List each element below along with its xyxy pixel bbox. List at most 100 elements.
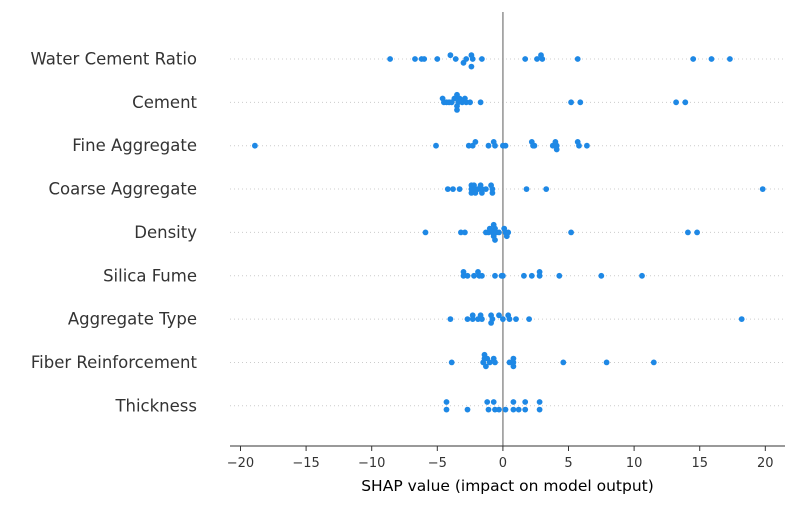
data-point	[492, 142, 498, 149]
data-point	[492, 237, 498, 243]
data-point	[639, 272, 645, 279]
data-point	[534, 56, 540, 62]
data-point	[708, 56, 715, 62]
x-tick-label: 20	[757, 456, 774, 471]
feature-label: Water Cement Ratio	[31, 50, 197, 69]
x-tick-label: −20	[227, 456, 254, 471]
data-point	[505, 229, 512, 236]
data-point	[584, 142, 590, 149]
data-point	[454, 107, 460, 113]
data-point	[387, 56, 393, 62]
data-point	[543, 186, 550, 193]
data-point	[513, 316, 519, 322]
data-point	[456, 186, 463, 193]
data-point	[492, 359, 498, 366]
data-point	[536, 272, 543, 279]
data-point	[685, 229, 691, 236]
data-point	[496, 406, 502, 413]
data-point	[510, 363, 517, 370]
data-point	[500, 316, 506, 322]
data-point	[522, 406, 529, 413]
x-axis-title: SHAP value (impact on model output)	[361, 477, 654, 495]
data-point	[488, 320, 494, 326]
data-point	[510, 399, 517, 405]
data-point	[485, 406, 492, 413]
data-point	[464, 272, 471, 279]
row-guides	[230, 58, 785, 407]
data-point	[484, 399, 491, 405]
x-tick-label: 0	[499, 456, 507, 471]
feature-label: Silica Fume	[103, 266, 197, 285]
feature-label: Aggregate Type	[68, 310, 197, 329]
data-point	[759, 186, 766, 193]
data-point	[433, 142, 439, 149]
data-point	[727, 56, 733, 62]
data-point	[690, 56, 697, 62]
data-point	[450, 186, 456, 193]
data-point	[568, 229, 574, 236]
data-point	[522, 56, 529, 62]
data-point	[694, 229, 700, 236]
data-point	[496, 312, 502, 319]
data-points	[252, 52, 766, 413]
data-point	[464, 406, 471, 413]
feature-label: Coarse Aggregate	[48, 180, 197, 199]
data-point	[447, 52, 454, 59]
feature-labels: Water Cement Ratio Cement Fine Aggregate Co…	[31, 50, 198, 416]
data-point	[598, 272, 605, 279]
data-point	[538, 52, 544, 59]
data-point	[479, 56, 485, 62]
data-point	[458, 229, 464, 236]
data-point	[650, 359, 657, 366]
feature-label: Fiber Reinforcement	[31, 353, 198, 372]
data-point	[422, 229, 429, 236]
data-point	[492, 406, 498, 413]
data-point	[673, 99, 679, 106]
data-point	[472, 139, 479, 145]
data-point	[536, 406, 543, 413]
data-point	[500, 272, 506, 279]
data-point	[496, 229, 502, 236]
data-point	[479, 316, 485, 322]
data-point	[577, 99, 584, 106]
feature-label: Density	[134, 223, 197, 242]
data-point	[556, 272, 563, 279]
data-point	[412, 56, 418, 62]
data-point	[467, 99, 473, 106]
data-point	[462, 229, 468, 236]
data-point	[468, 190, 475, 196]
data-point	[568, 99, 574, 106]
data-point	[682, 99, 689, 106]
data-point	[443, 406, 450, 413]
feature-label: Thickness	[114, 396, 197, 415]
data-point	[522, 399, 529, 405]
data-point	[603, 359, 610, 366]
data-point	[528, 272, 535, 279]
x-tick-label: −5	[428, 456, 447, 471]
data-point	[489, 190, 496, 196]
data-point	[492, 272, 498, 279]
data-point	[502, 142, 509, 149]
data-point	[536, 399, 543, 405]
data-point	[531, 142, 538, 149]
data-point	[510, 406, 517, 413]
data-point	[421, 56, 428, 62]
data-point	[560, 359, 567, 366]
data-point	[447, 316, 454, 322]
x-tick-label: −10	[358, 456, 385, 471]
feature-label: Fine Aggregate	[72, 136, 197, 155]
data-point	[526, 316, 532, 322]
data-point	[444, 186, 451, 193]
data-point	[471, 272, 477, 279]
x-tick-label: 10	[626, 456, 643, 471]
data-point	[490, 399, 497, 405]
data-point	[464, 316, 471, 322]
feature-label: Cement	[132, 93, 197, 112]
data-point	[452, 56, 459, 62]
data-point	[448, 359, 455, 366]
data-point	[460, 272, 467, 279]
data-point	[523, 186, 530, 193]
data-point	[506, 316, 513, 322]
data-point	[486, 359, 493, 366]
